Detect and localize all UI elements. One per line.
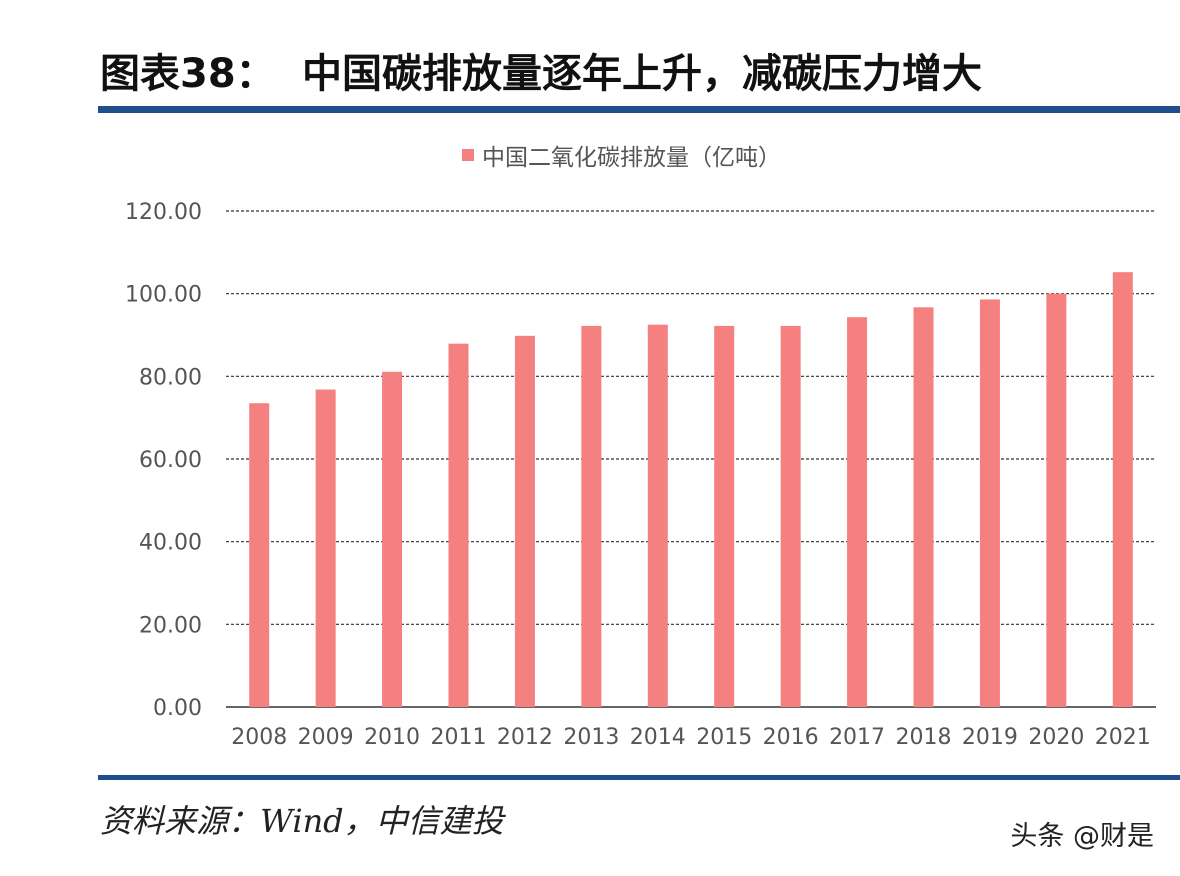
legend-label: 中国二氧化碳排放量（亿吨） bbox=[482, 145, 781, 171]
y-tick-label: 60.00 bbox=[139, 448, 202, 473]
figure-title: 图表38： 中国碳排放量逐年上升，减碳压力增大 bbox=[100, 44, 1160, 104]
title-rule bbox=[98, 106, 1180, 113]
x-tick-label: 2019 bbox=[962, 725, 1018, 750]
bar-2016 bbox=[780, 325, 801, 707]
y-tick-label: 120.00 bbox=[125, 200, 202, 225]
y-tick-label: 100.00 bbox=[125, 283, 202, 308]
x-tick-label: 2014 bbox=[630, 725, 686, 750]
x-tick-label: 2008 bbox=[231, 725, 287, 750]
y-tick-label: 80.00 bbox=[139, 365, 202, 390]
chart-legend: 中国二氧化碳排放量（亿吨） bbox=[462, 138, 781, 172]
source-rule bbox=[98, 775, 1180, 780]
x-tick-label: 2013 bbox=[563, 725, 619, 750]
bar-2019 bbox=[979, 299, 1000, 707]
bar-2017 bbox=[847, 317, 868, 707]
bars bbox=[249, 272, 1133, 707]
x-tick-label: 2009 bbox=[298, 725, 354, 750]
figure-label: 图表38： bbox=[100, 51, 276, 97]
x-tick-label: 2017 bbox=[829, 725, 885, 750]
legend-swatch bbox=[462, 149, 474, 161]
x-tick-label: 2020 bbox=[1028, 725, 1084, 750]
bar-2014 bbox=[647, 324, 668, 707]
x-tick-label: 2015 bbox=[696, 725, 752, 750]
x-tick-label: 2011 bbox=[431, 725, 487, 750]
x-tick-label: 2016 bbox=[763, 725, 819, 750]
x-tick-label: 2021 bbox=[1095, 725, 1151, 750]
bar-2018 bbox=[913, 307, 934, 707]
y-tick-label: 0.00 bbox=[153, 696, 202, 721]
bar-2009 bbox=[315, 389, 336, 707]
x-tick-label: 2010 bbox=[364, 725, 420, 750]
watermark: 头条 @财是 bbox=[1010, 821, 1154, 852]
bar-2008 bbox=[249, 403, 270, 707]
x-tick-label: 2012 bbox=[497, 725, 553, 750]
bar-2021 bbox=[1112, 272, 1133, 707]
bar-2013 bbox=[581, 325, 602, 707]
x-axis-ticks: 2008 2009 2010 2011 2012 2013 2014 2015 2016 2017… bbox=[231, 725, 1151, 750]
bar-2015 bbox=[714, 325, 735, 707]
gridlines bbox=[226, 210, 1156, 708]
y-tick-label: 40.00 bbox=[139, 531, 202, 556]
y-axis-ticks: 0.00 20.00 40.00 60.00 80.00 100.00 120.00 bbox=[125, 200, 202, 721]
bar-2011 bbox=[448, 343, 469, 707]
bar-2012 bbox=[514, 335, 535, 707]
bar-2010 bbox=[382, 371, 403, 707]
x-tick-label: 2018 bbox=[896, 725, 952, 750]
y-tick-label: 20.00 bbox=[139, 613, 202, 638]
figure-title-text: 中国碳排放量逐年上升，减碳压力增大 bbox=[302, 51, 982, 97]
source-note: 资料来源：Wind，中信建投 bbox=[100, 802, 504, 840]
bar-2020 bbox=[1046, 293, 1067, 707]
